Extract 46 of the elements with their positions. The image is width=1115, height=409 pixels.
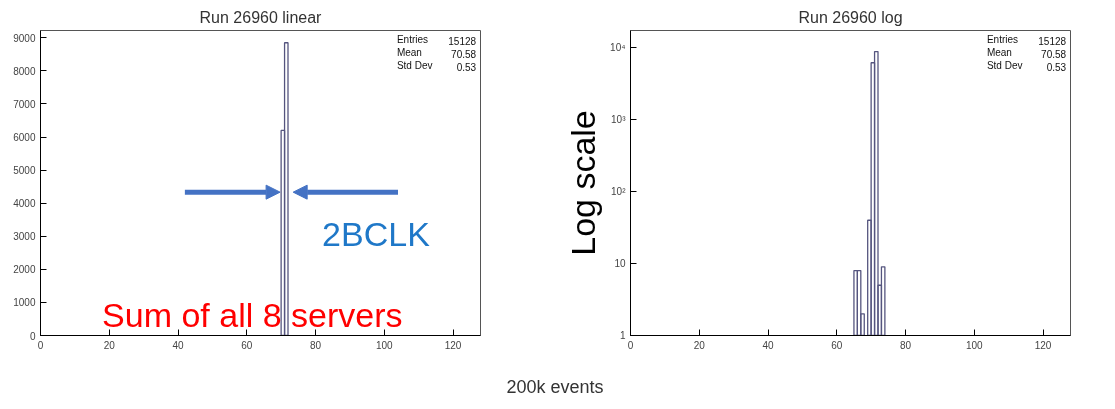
y-tick-label: 1000: [13, 297, 36, 309]
y-axis-title: Log scale: [564, 110, 603, 256]
y-tick-label: 10: [614, 258, 626, 270]
x-tick-label: 40: [172, 339, 184, 351]
y-tick-label: 8000: [13, 65, 36, 77]
x-tick-label: 60: [831, 339, 843, 351]
annotation: 15128: [1038, 35, 1067, 47]
x-tick-label: 120: [1034, 339, 1052, 351]
y-tick-label: 4000: [13, 198, 36, 210]
y-tick-label: 0: [29, 330, 36, 342]
annotation: Mean: [986, 46, 1012, 58]
annotation: Entries: [396, 33, 429, 45]
chart-title: Run 26960 log: [798, 8, 903, 26]
annotation: 15128: [448, 35, 477, 47]
x-tick-label: 80: [309, 339, 322, 351]
annotation: 0.53: [1046, 61, 1067, 73]
x-tick-label: 120: [444, 339, 462, 351]
x-tick-label: 80: [899, 339, 912, 351]
y-tick-label: 1: [619, 330, 626, 341]
annotation: Std Dev: [986, 59, 1023, 71]
annotation: 70.58: [1041, 48, 1067, 60]
y-tick-label: 10³: [611, 114, 627, 126]
annotation: Sum of all 8 servers: [102, 295, 403, 334]
annotation: Std Dev: [396, 59, 433, 71]
y-tick-label: 9000: [13, 32, 36, 44]
x-tick-label: 60: [241, 339, 253, 351]
y-tick-label: 10⁴: [610, 42, 626, 54]
x-tick-label: 100: [965, 339, 984, 351]
y-tick-label: 6000: [13, 132, 36, 144]
x-tick-label: 0: [37, 339, 44, 351]
y-tick-label: 5000: [13, 165, 36, 177]
annotation: 0.53: [456, 61, 477, 73]
x-tick-label: 20: [693, 339, 706, 351]
x-tick-label: 20: [103, 339, 116, 351]
y-tick-label: 2000: [13, 264, 36, 276]
annotation: Entries: [986, 33, 1019, 45]
annotation: Mean: [396, 46, 422, 58]
y-tick-label: 10²: [611, 186, 627, 198]
x-tick-label: 40: [762, 339, 774, 351]
text: 200k events: [506, 376, 604, 399]
annotation: 2BCLK: [322, 215, 431, 254]
annotation: 70.58: [451, 48, 477, 60]
x-tick-label: 100: [375, 339, 394, 351]
y-tick-label: 3000: [13, 231, 36, 243]
chart-title: Run 26960 linear: [199, 8, 323, 26]
y-tick-label: 7000: [13, 98, 36, 110]
